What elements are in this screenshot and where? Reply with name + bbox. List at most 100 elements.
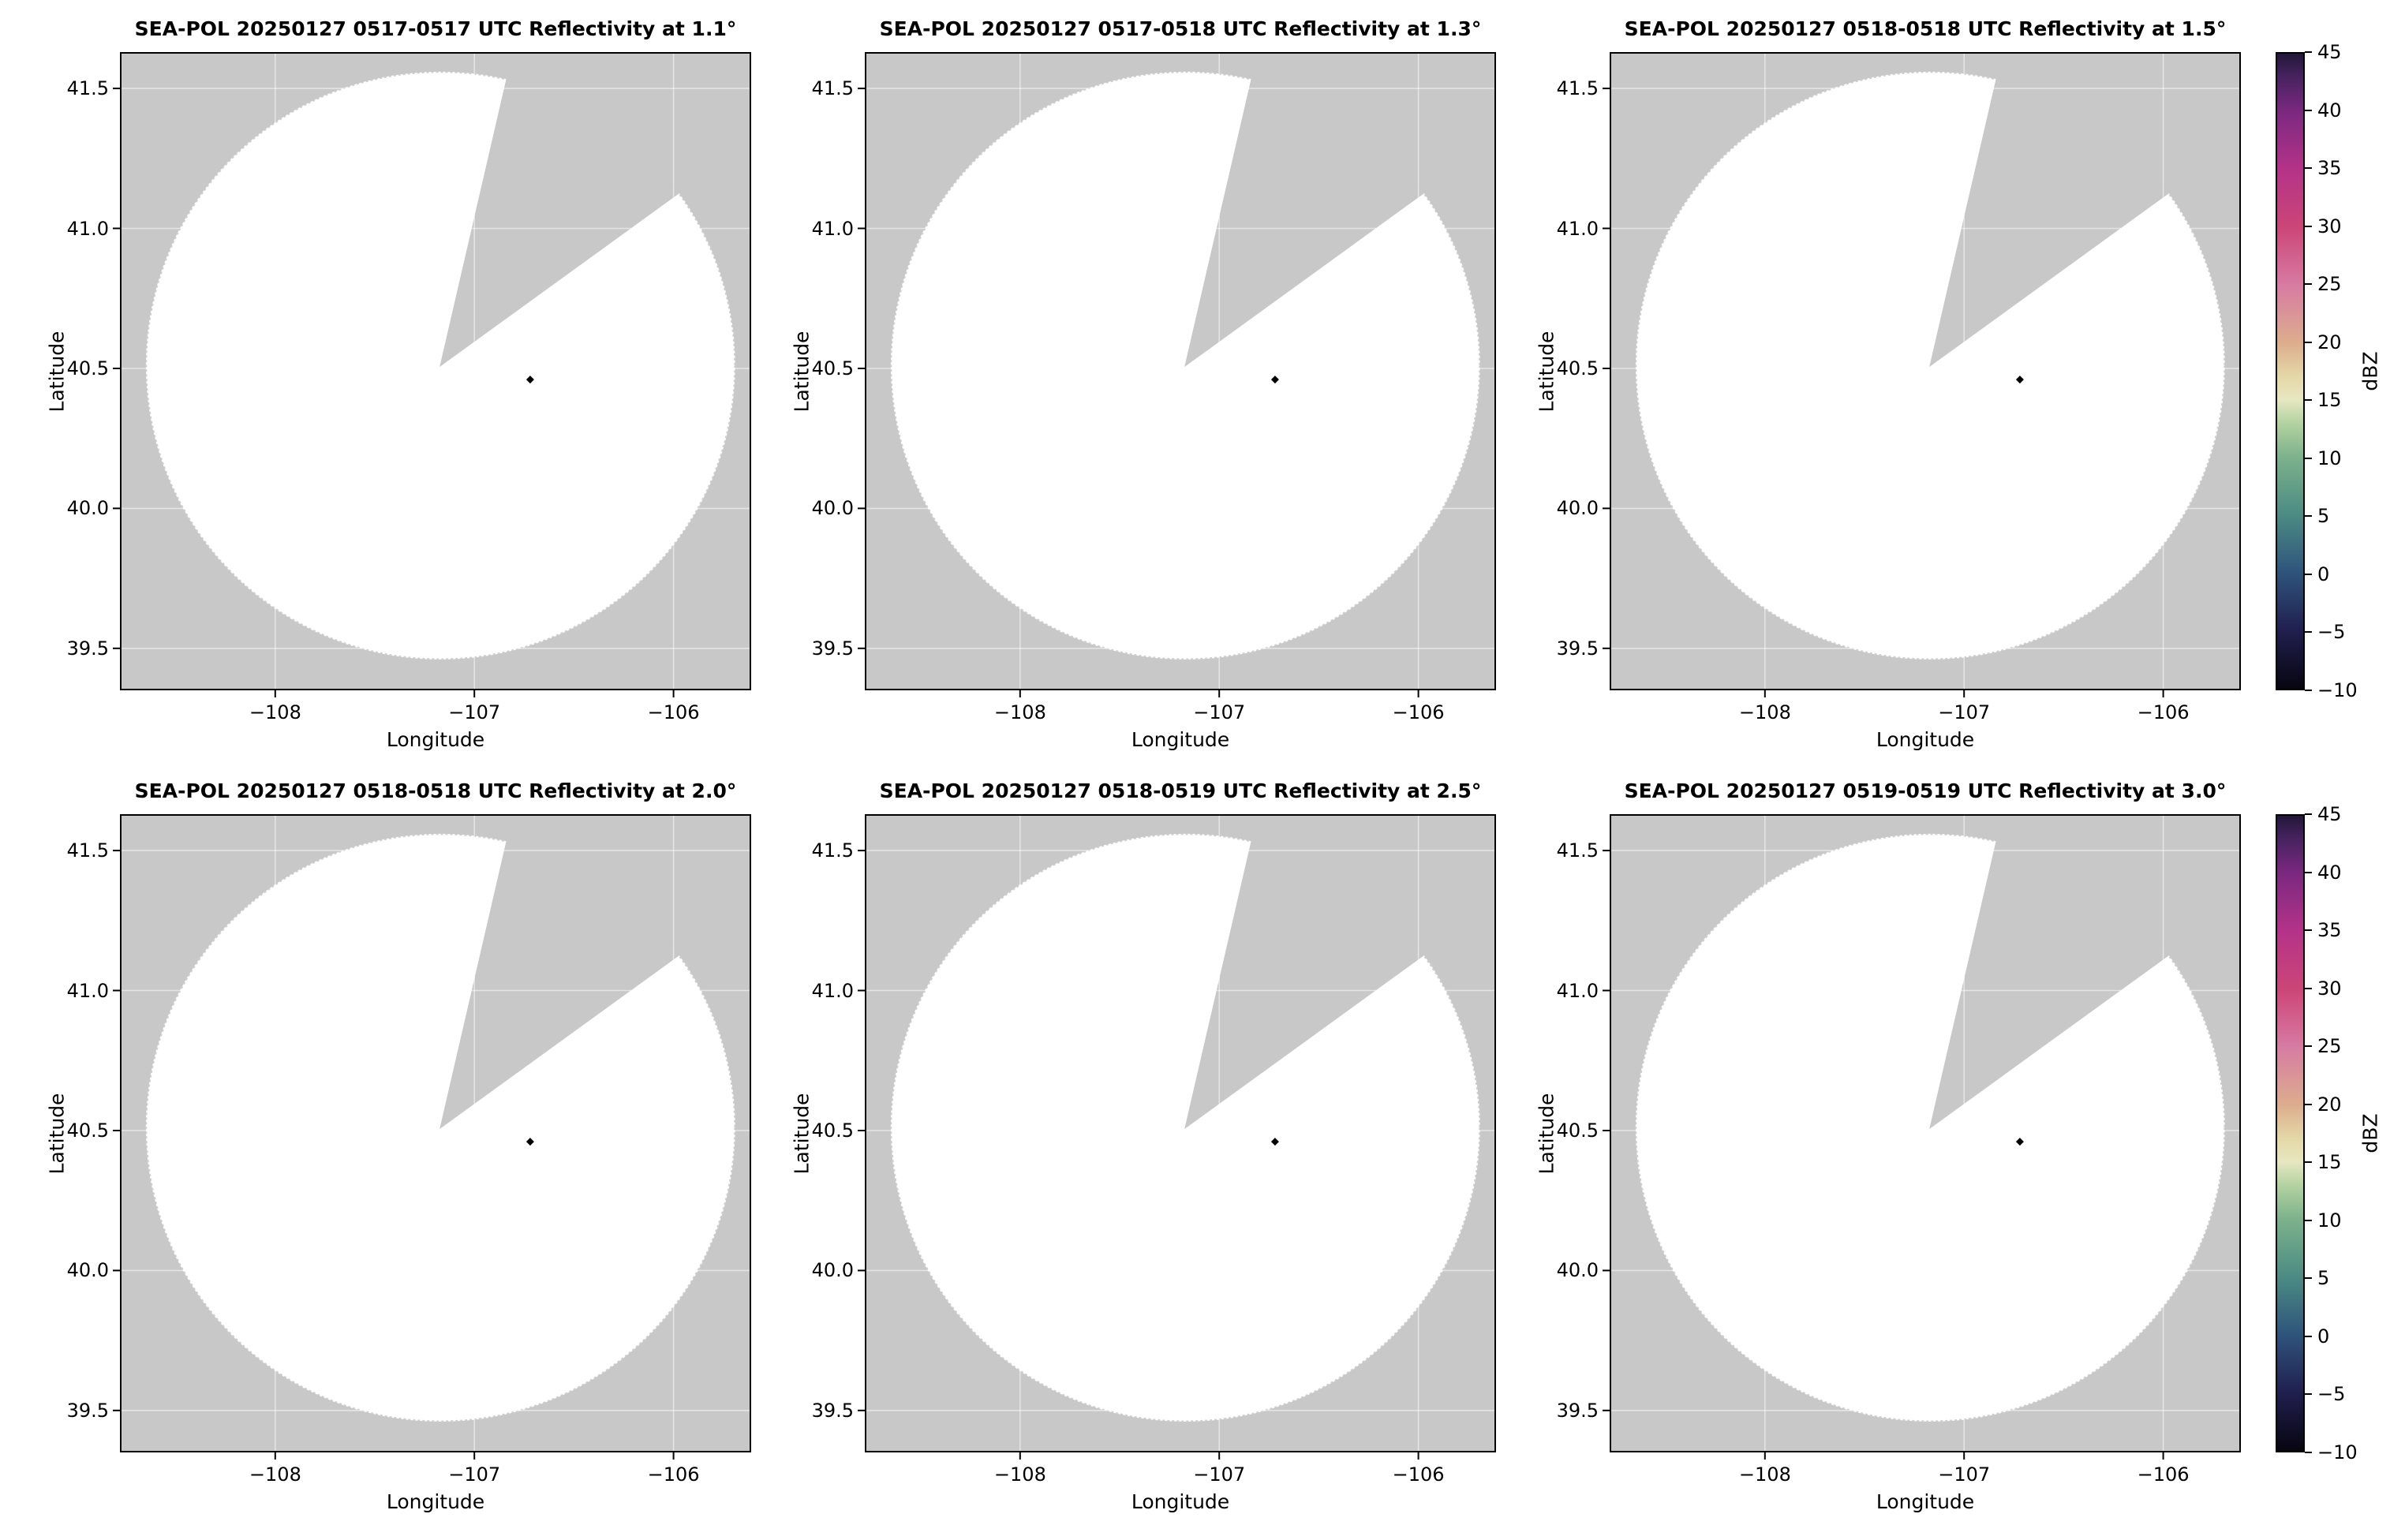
- colorbar-tick-label: 5: [2317, 505, 2330, 528]
- y-tick-label: 40.5: [811, 357, 854, 379]
- colorbar-tick-label: 5: [2317, 1267, 2330, 1290]
- x-tick-label: −106: [647, 701, 700, 723]
- colorbar-tick-label: 30: [2317, 977, 2342, 1000]
- colorbar-tick-label: 15: [2317, 1151, 2342, 1174]
- colorbar-label-container: dBZ: [2356, 814, 2384, 1452]
- plot-column: −108 −107 −106 41.5 41.0 40.5 40.0 39.5 Longitud…: [812, 814, 1496, 1513]
- plot-area: −108 −107 −106 41.5 41.0 40.5 40.0 39.5: [67, 814, 751, 1486]
- plot-area: −108 −107 −106 41.5 41.0 40.5 40.0 39.5: [812, 52, 1496, 723]
- y-tick-label: 39.5: [811, 1399, 854, 1422]
- colorbar-tick-mark: [2305, 283, 2312, 286]
- y-tick-label: 40.5: [811, 1119, 854, 1142]
- y-tick-label: 40.0: [811, 1259, 854, 1282]
- plot-column: −108 −107 −106 41.5 41.0 40.5 40.0 39.5 Longitud…: [1557, 52, 2241, 751]
- x-tick-label: −107: [1193, 701, 1246, 723]
- colorbar-label-container: dBZ: [2356, 52, 2384, 690]
- x-tick-label: −107: [1193, 1463, 1246, 1486]
- colorbar-tick-label: 35: [2317, 919, 2342, 942]
- y-tick-label: 39.5: [1556, 637, 1599, 660]
- colorbar-tick-mark: [2305, 1161, 2312, 1164]
- colorbar-tick-label: 25: [2317, 273, 2342, 296]
- x-tick-label: −108: [249, 1463, 301, 1486]
- colorbar-tick-label: 45: [2317, 803, 2342, 825]
- plot-column: −108 −107 −106 41.5 41.0 40.5 40.0 39.5 Longitud…: [812, 52, 1496, 751]
- colorbar-tick-label: −5: [2317, 1383, 2346, 1406]
- x-tick-label: −108: [993, 701, 1046, 723]
- plot-area: −108 −107 −106 41.5 41.0 40.5 40.0 39.5: [812, 814, 1496, 1486]
- plot-border: [865, 52, 1496, 690]
- colorbar-tick-mark: [2305, 109, 2312, 111]
- y-tick-label: 41.5: [811, 839, 854, 862]
- y-tick-label: 41.0: [66, 217, 109, 240]
- radar-site-marker: [1270, 1138, 1279, 1146]
- plot-column: −108 −107 −106 41.5 41.0 40.5 40.0 39.5 Longitud…: [67, 814, 751, 1513]
- panel-row-top: SEA-POL 20250127 0517-0517 UTC Reflectiv…: [41, 5, 2405, 752]
- colorbar-label: dBZ: [2358, 351, 2382, 391]
- y-tick-label: 41.0: [1556, 979, 1599, 1002]
- x-tick-label: −106: [2137, 701, 2190, 723]
- radar-site-marker: [2015, 376, 2024, 384]
- y-tick-label: 40.0: [811, 497, 854, 520]
- missing-sector-wedge: [1929, 78, 2170, 368]
- y-tick-label: 40.0: [66, 1259, 109, 1282]
- plot-border: [865, 814, 1496, 1452]
- radar-panel: SEA-POL 20250127 0519-0519 UTC Reflectiv…: [1531, 767, 2241, 1513]
- colorbar-tick-label: 40: [2317, 861, 2342, 884]
- y-tick-label: 41.5: [1556, 839, 1599, 862]
- panel-title: SEA-POL 20250127 0518-0518 UTC Reflectiv…: [1624, 17, 2227, 40]
- x-axis-label: Longitude: [1131, 728, 1230, 751]
- y-axis-label: Latitude: [45, 1093, 69, 1174]
- colorbar-tick-mark: [2305, 929, 2312, 932]
- y-tick-label: 40.5: [66, 1119, 109, 1142]
- x-axis-label: Longitude: [386, 728, 485, 751]
- colorbar-tick-mark: [2305, 987, 2312, 989]
- x-axis-label: Longitude: [1131, 1490, 1230, 1513]
- plot-border: [120, 52, 751, 690]
- y-tick-label: 39.5: [811, 637, 854, 660]
- radar-ppi-plot: [1603, 814, 2241, 1460]
- colorbar-tick-mark: [2305, 1045, 2312, 1048]
- radar-ppi-plot: [113, 814, 751, 1460]
- colorbar-tick-label: 10: [2317, 447, 2342, 469]
- y-tick-label: 39.5: [66, 637, 109, 660]
- panel-body: Latitude −108 −107 −106 41.5 41.0 40.5 40.0 39.5…: [786, 814, 1496, 1513]
- missing-sector-wedge: [1929, 840, 2170, 1130]
- x-axis-label: Longitude: [1876, 728, 1975, 751]
- colorbar-tick-mark: [2305, 631, 2312, 634]
- missing-sector-wedge: [439, 840, 680, 1130]
- x-tick-label: −106: [1392, 1463, 1445, 1486]
- radar-site-marker: [2015, 1138, 2024, 1146]
- y-tick-label: 40.0: [66, 497, 109, 520]
- radar-site-marker: [1270, 376, 1279, 384]
- plot-area: −108 −107 −106 41.5 41.0 40.5 40.0 39.5: [67, 52, 751, 723]
- radar-panel: SEA-POL 20250127 0518-0518 UTC Reflectiv…: [41, 767, 751, 1513]
- y-tick-label: 39.5: [66, 1399, 109, 1422]
- x-axis-label: Longitude: [386, 1490, 485, 1513]
- radar-ppi-plot: [858, 52, 1496, 697]
- plot-column: −108 −107 −106 41.5 41.0 40.5 40.0 39.5 Longitud…: [67, 52, 751, 751]
- x-axis-label: Longitude: [1876, 1490, 1975, 1513]
- missing-sector-wedge: [1184, 840, 1425, 1130]
- colorbar-tick-mark: [2305, 341, 2312, 343]
- y-axis-label: Latitude: [790, 331, 814, 412]
- colorbar-tick-mark: [2305, 515, 2312, 518]
- radar-panel: SEA-POL 20250127 0518-0519 UTC Reflectiv…: [786, 767, 1496, 1513]
- y-tick-label: 41.5: [1556, 77, 1599, 100]
- radar-panel: SEA-POL 20250127 0518-0518 UTC Reflectiv…: [1531, 5, 2241, 751]
- y-tick-label: 40.0: [1556, 497, 1599, 520]
- colorbar-tick-mark: [2305, 167, 2312, 170]
- x-tick-label: −107: [448, 1463, 501, 1486]
- y-tick-label: 41.5: [66, 77, 109, 100]
- colorbar-tick-mark: [2305, 690, 2312, 691]
- y-tick-label: 39.5: [1556, 1399, 1599, 1422]
- plot-column: −108 −107 −106 41.5 41.0 40.5 40.0 39.5 Longitud…: [1557, 814, 2241, 1513]
- radar-ppi-plot: [1603, 52, 2241, 697]
- plot-border: [1610, 814, 2241, 1452]
- colorbar-tick-mark: [2305, 1335, 2312, 1337]
- x-tick-label: −107: [1938, 701, 1991, 723]
- colorbar-tick-mark: [2305, 1103, 2312, 1105]
- colorbar-tick-mark: [2305, 399, 2312, 402]
- colorbar-tick-label: 0: [2317, 563, 2330, 585]
- colorbar: 45 40 35 30 25 20 15 10 5 0 −5 −10 dBZ: [2276, 803, 2394, 1463]
